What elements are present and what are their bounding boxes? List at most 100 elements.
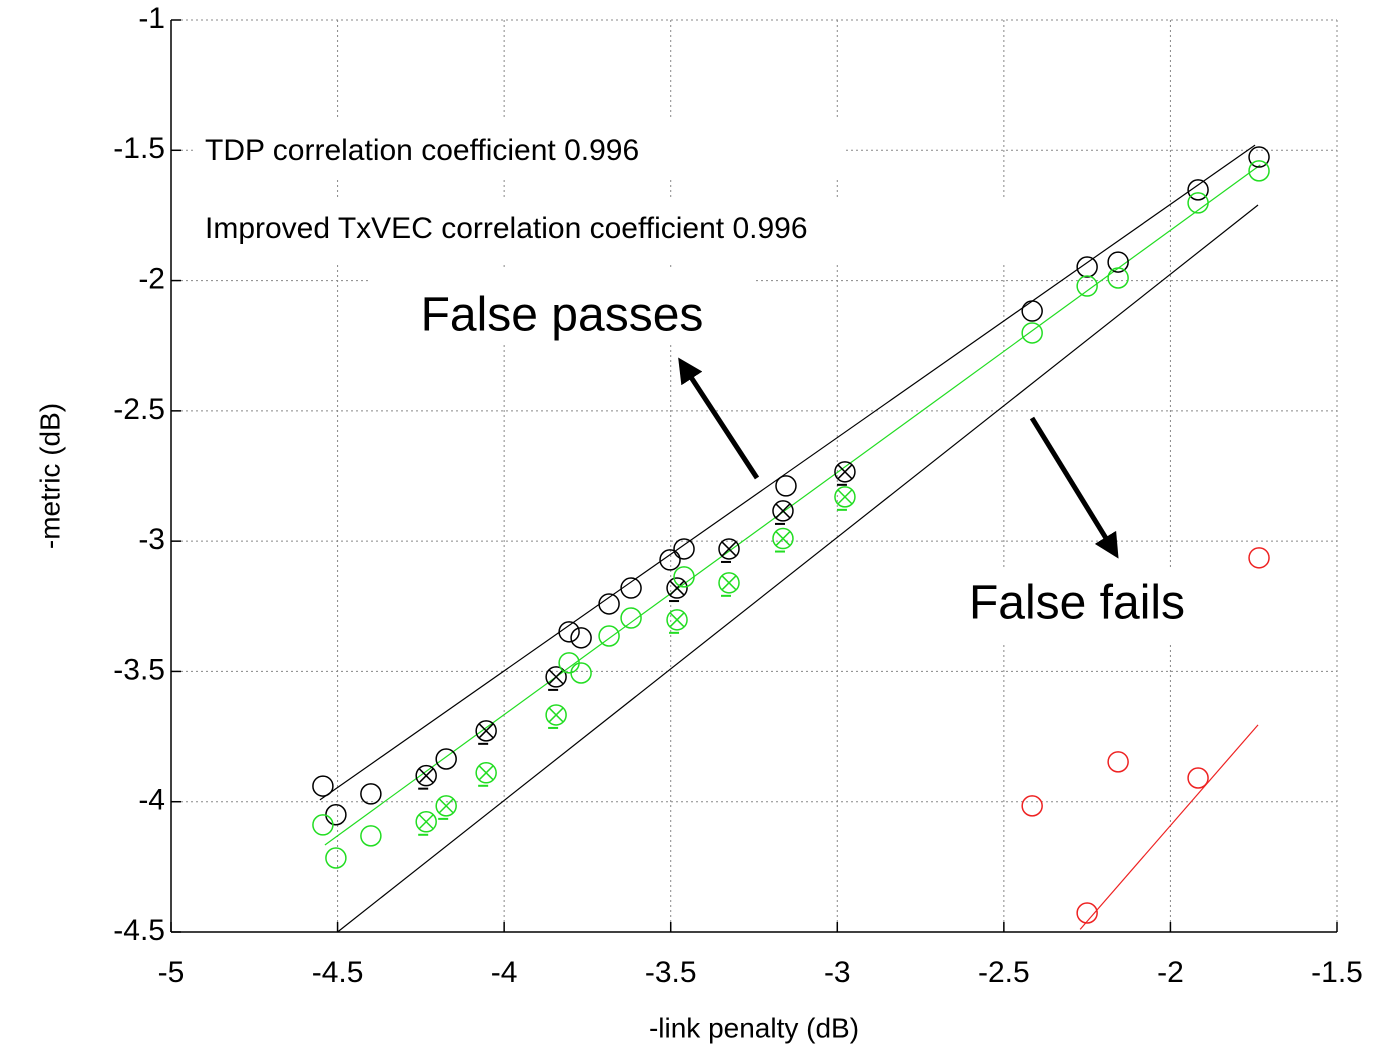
point: [673, 566, 695, 588]
x-tick-label: -5: [158, 956, 185, 989]
annotation: Improved TxVEC correlation coefficient 0…: [205, 212, 808, 245]
fit-line: [319, 144, 1256, 801]
y-tick-label: -4.5: [113, 914, 165, 947]
y-axis-label: -metric (dB): [34, 403, 65, 549]
point: [545, 704, 567, 729]
marker-circle: [666, 577, 688, 599]
point: [1107, 267, 1129, 289]
marker-circle: [558, 621, 580, 643]
marker-circle: [415, 764, 437, 787]
point: [1076, 256, 1098, 278]
point: [1021, 322, 1043, 344]
point: [666, 577, 688, 603]
y-tick-label: -3: [138, 523, 165, 556]
annotation: False fails: [969, 577, 1185, 630]
point: [1076, 902, 1098, 924]
marker-circle: [1187, 767, 1209, 789]
marker-circle: [666, 609, 688, 631]
annotation-background: [195, 200, 1090, 265]
marker-circle: [545, 704, 567, 726]
marker-circle: [312, 775, 334, 797]
point: [772, 500, 794, 525]
point: [1107, 251, 1129, 273]
marker-circle: [598, 625, 620, 647]
point: [834, 461, 856, 486]
point: [545, 666, 567, 691]
point: [570, 662, 592, 684]
arrow: [678, 357, 760, 480]
marker-cross: [775, 503, 791, 519]
marker-circle: [360, 825, 382, 847]
y-tick-label: -2: [138, 262, 165, 295]
y-tick-label: -1: [138, 2, 165, 35]
marker-circle: [1021, 795, 1043, 817]
marker-cross: [418, 768, 434, 784]
marker-cross: [837, 464, 853, 480]
marker-circle: [570, 662, 592, 684]
marker-circle: [545, 666, 567, 688]
x-tick-label: -4.5: [312, 956, 364, 989]
marker-circle: [1107, 251, 1129, 273]
marker-circle: [435, 795, 457, 817]
point: [475, 762, 497, 787]
point: [598, 625, 620, 647]
x-tick-label: -2: [1157, 956, 1184, 989]
point: [659, 549, 681, 571]
marker-circle: [718, 572, 740, 594]
marker-circle: [1107, 751, 1129, 773]
x-axis-label: -link penalty (dB): [649, 1012, 859, 1043]
marker-circle: [1076, 902, 1098, 924]
point: [1187, 179, 1209, 201]
point: [620, 577, 642, 599]
marker-circle: [659, 549, 681, 571]
point: [435, 795, 457, 820]
point: [772, 527, 794, 553]
marker-circle: [598, 593, 620, 615]
point: [598, 593, 620, 615]
point: [435, 748, 457, 770]
marker-cross: [478, 765, 494, 781]
point: [620, 607, 642, 629]
marker-circle: [1076, 256, 1098, 278]
marker-circle: [1076, 275, 1098, 297]
marker-circle: [475, 720, 497, 742]
point: [1187, 192, 1209, 214]
x-tick-label: -2.5: [978, 956, 1030, 989]
fit-line: [337, 204, 1259, 933]
point: [1248, 146, 1270, 168]
marker-circle: [325, 847, 347, 869]
marker-cross: [669, 612, 685, 628]
y-tick-label: -4: [138, 784, 165, 817]
marker-circle: [1248, 160, 1270, 182]
point: [1021, 300, 1043, 322]
marker-circle: [325, 803, 347, 826]
fit-line: [324, 164, 1261, 846]
marker-cross: [775, 531, 791, 547]
x-tick-label: -4: [491, 956, 518, 989]
point: [718, 538, 740, 563]
marker-circle: [312, 814, 334, 836]
marker-cross: [721, 575, 737, 591]
point: [666, 609, 688, 634]
point: [718, 572, 740, 597]
marker-circle: [1248, 146, 1270, 168]
marker-circle: [1187, 192, 1209, 214]
annotation: TDP correlation coefficient 0.996: [205, 134, 639, 167]
marker-circle: [775, 475, 797, 497]
marker-cross: [837, 489, 853, 505]
x-tick-label: -3.5: [645, 956, 697, 989]
point: [312, 814, 334, 836]
point: [312, 775, 334, 797]
x-tick-label: -1.5: [1311, 956, 1363, 989]
marker-circle: [570, 627, 592, 649]
annotation: False passes: [421, 289, 704, 342]
y-tick-label: -3.5: [113, 653, 165, 686]
marker-circle: [834, 486, 856, 508]
point: [673, 538, 695, 560]
x-tick-label: -3: [824, 956, 851, 989]
fit-line: [1079, 724, 1259, 930]
marker-circle: [415, 811, 437, 833]
point: [1248, 547, 1270, 569]
marker-circle: [1021, 322, 1043, 344]
